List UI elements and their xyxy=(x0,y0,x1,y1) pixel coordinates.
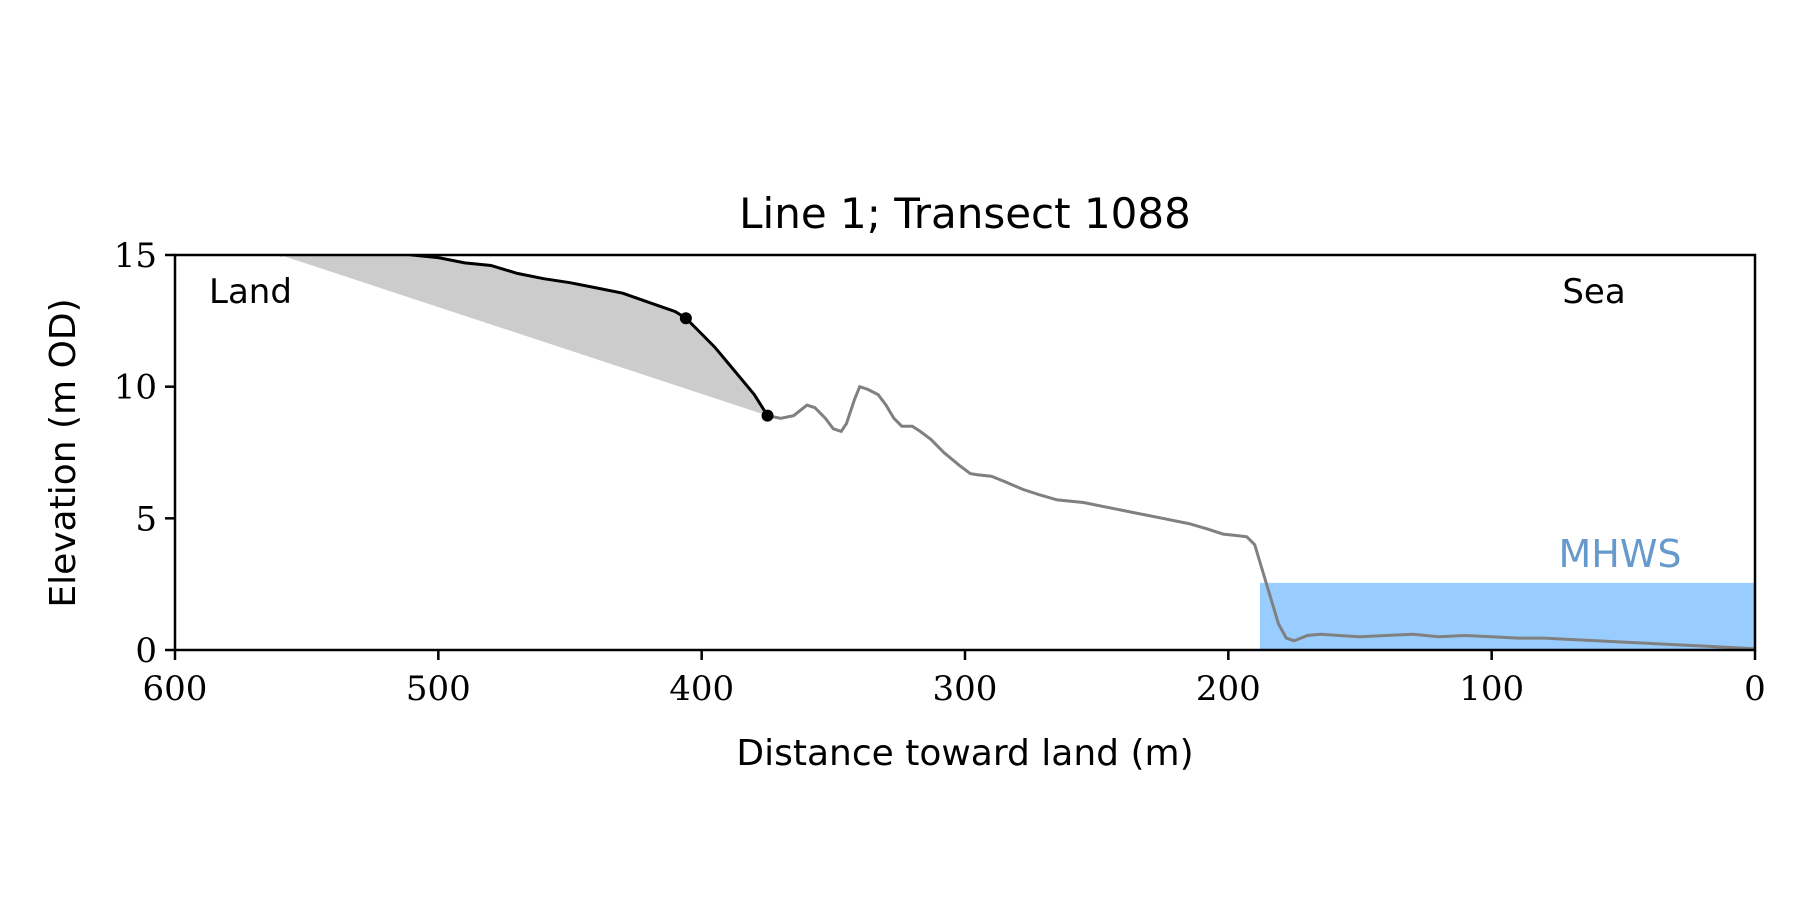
y-tick-label: 15 xyxy=(114,236,157,276)
x-tick-label: 300 xyxy=(933,669,998,709)
x-tick-label: 0 xyxy=(1744,669,1766,709)
cliff-toe-marker xyxy=(761,409,774,422)
y-tick-label: 5 xyxy=(135,499,157,539)
chart-title: Line 1; Transect 1088 xyxy=(739,189,1191,238)
x-tick-label: 500 xyxy=(406,669,471,709)
y-tick-label: 0 xyxy=(135,631,157,671)
y-tick-label: 10 xyxy=(114,368,157,408)
cliff-line xyxy=(280,255,769,417)
erosion-area xyxy=(280,255,768,416)
x-tick-label: 200 xyxy=(1196,669,1261,709)
y-axis: 0 5 10 15 xyxy=(114,236,175,671)
sea-annotation: Sea xyxy=(1562,272,1625,312)
cliff-markers xyxy=(679,312,774,422)
x-tick-label: 100 xyxy=(1459,669,1524,709)
x-axis-label: Distance toward land (m) xyxy=(736,733,1193,774)
cliff-top-marker xyxy=(679,312,692,325)
y-axis-label: Elevation (m OD) xyxy=(43,298,84,607)
plot-area xyxy=(280,255,1755,650)
land-annotation: Land xyxy=(209,272,292,312)
x-tick-label: 400 xyxy=(669,669,734,709)
x-axis: 600 500 400 300 200 100 0 xyxy=(143,650,1766,709)
profile-line xyxy=(767,384,1755,650)
mhws-label: MHWS xyxy=(1558,532,1681,576)
x-tick-label: 600 xyxy=(143,669,208,709)
mhws-band xyxy=(1259,582,1755,650)
